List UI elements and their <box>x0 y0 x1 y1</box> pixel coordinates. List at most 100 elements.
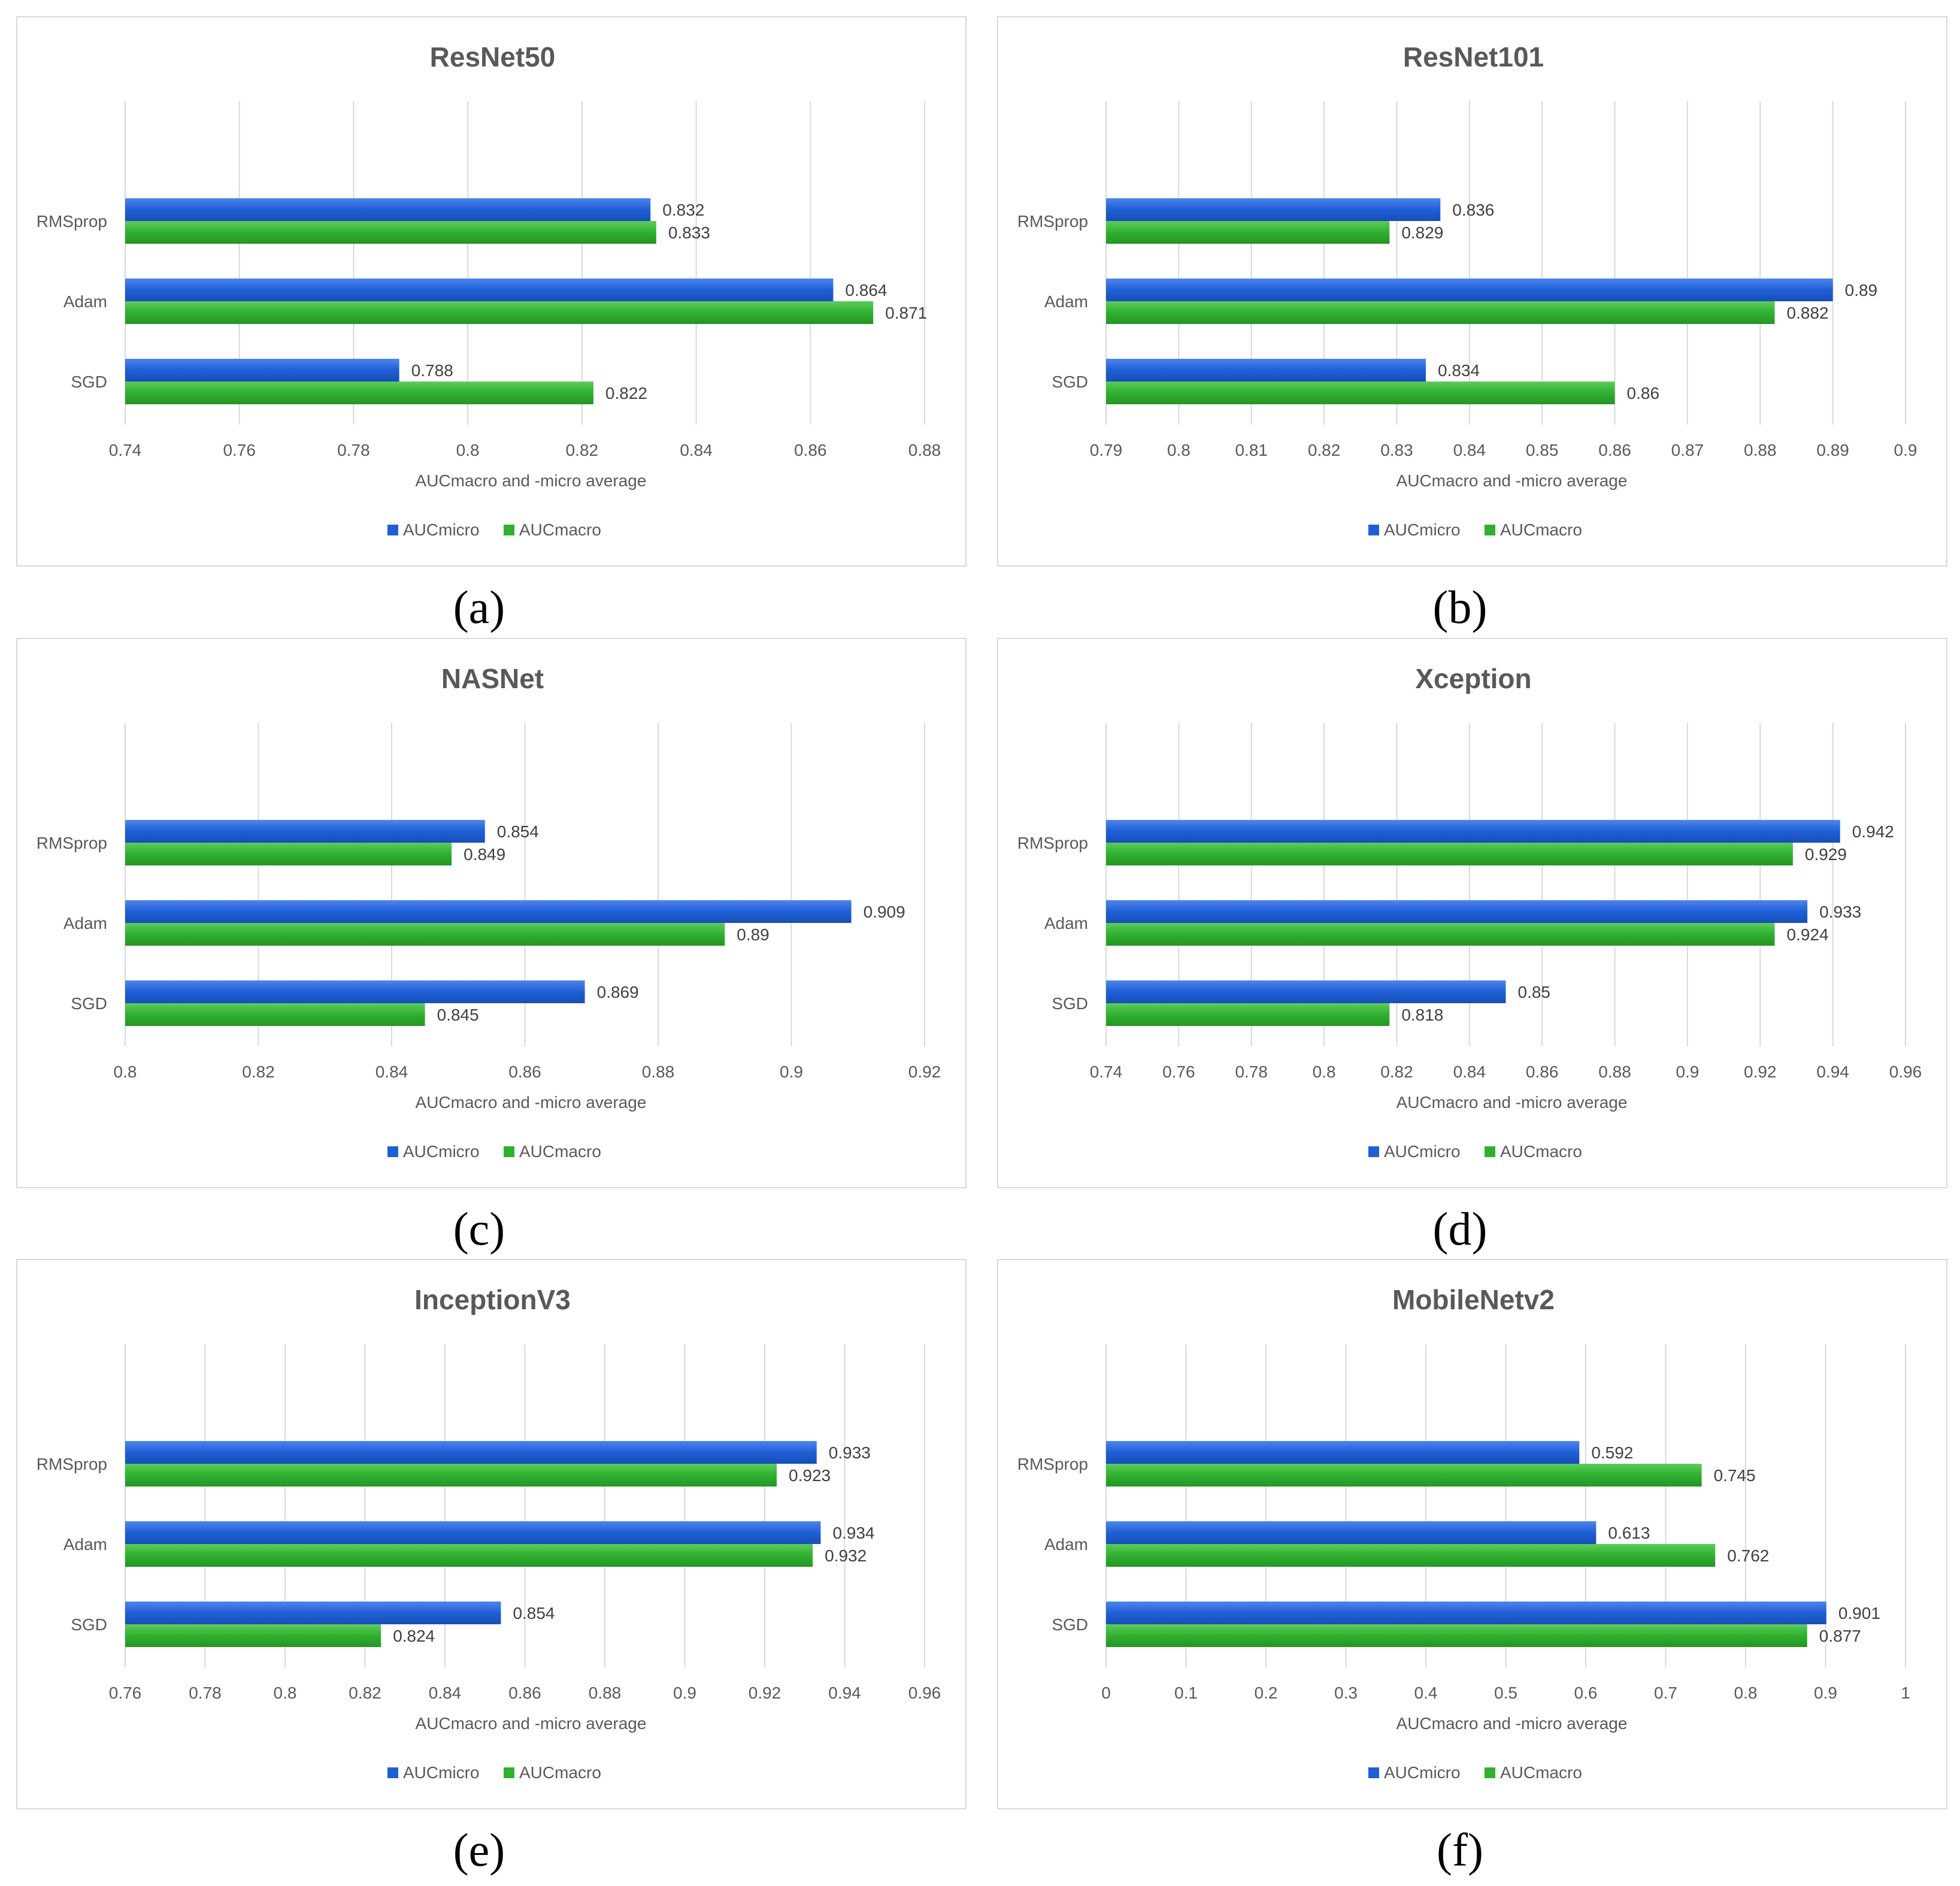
x-tick-label: 0.96 <box>1889 1062 1922 1081</box>
x-axis-label: AUCmacro and -micro average <box>1396 471 1628 490</box>
x-tick-label: 0.86 <box>1526 1062 1559 1081</box>
x-tick-label: 0.84 <box>1453 441 1486 459</box>
data-label: 0.933 <box>829 1443 871 1462</box>
data-label: 0.89 <box>737 925 770 944</box>
data-label: 0.86 <box>1627 384 1660 402</box>
legend-label-aucmacro: AUCmacro <box>1500 1763 1582 1782</box>
bar-aucmacro <box>1106 1003 1390 1026</box>
legend-swatch-aucmicro <box>1368 1767 1379 1778</box>
chart-panel-resnet50: ResNet50 0.74 0.76 0.78 0.8 0.82 0.84 0.86 0.88 A… <box>16 16 967 567</box>
y-category-label: SGD <box>71 373 107 391</box>
x-axis-label: AUCmacro and -micro average <box>1396 1093 1628 1112</box>
x-tick-label: 0.88 <box>1744 441 1777 459</box>
legend-label-aucmacro: AUCmacro <box>1500 1142 1582 1161</box>
legend-label-aucmicro: AUCmicro <box>403 1763 480 1782</box>
x-tick-label: 0.84 <box>375 1062 408 1081</box>
bar-aucmicro <box>125 1521 821 1544</box>
legend-swatch-aucmacro <box>1485 525 1495 535</box>
chart-title: Xception <box>1415 663 1531 694</box>
caption-c: (c) <box>453 1203 505 1255</box>
x-tick-label: 0.88 <box>908 441 941 459</box>
chart-svg: MobileNetv2 0 0.1 0.2 0.3 0.4 0.5 0.6 0.7 0.8 0.9 1… <box>1017 1284 1910 1782</box>
legend-label-aucmicro: AUCmicro <box>1384 520 1461 539</box>
legend-label-aucmacro: AUCmacro <box>519 1142 601 1161</box>
x-tick-label: 0.82 <box>1308 441 1341 459</box>
bar-aucmacro <box>1106 1544 1716 1567</box>
data-label: 0.762 <box>1727 1546 1769 1565</box>
x-tick-label: 0.87 <box>1671 441 1704 459</box>
bar-aucmacro <box>125 382 593 404</box>
data-label: 0.869 <box>597 983 639 1001</box>
caption-e: (e) <box>453 1824 505 1876</box>
x-tick-label: 0.1 <box>1174 1684 1198 1702</box>
bar-aucmacro <box>125 1003 425 1026</box>
bar-aucmicro <box>125 198 651 221</box>
chart-svg: Xception 0.74 0.76 0.78 0.8 0.82 0.84 0.86 0.88 0… <box>1017 663 1922 1161</box>
bar-aucmicro <box>125 1602 501 1624</box>
x-tick-label: 0.89 <box>1816 441 1849 459</box>
y-category-label: Adam <box>1044 914 1088 933</box>
x-tick-label: 0.7 <box>1654 1684 1677 1702</box>
bar-aucmacro <box>125 843 452 865</box>
legend-label-aucmacro: AUCmacro <box>519 520 601 539</box>
legend-swatch-aucmacro <box>504 525 514 535</box>
bar-aucmicro <box>1106 198 1441 221</box>
chart-panel-resnet101: ResNet101 0.79 0.8 0.81 0.82 0.83 0.84 0.85 0.86… <box>997 16 1947 567</box>
chart-title: NASNet <box>441 663 544 694</box>
data-label: 0.822 <box>605 384 647 402</box>
x-tick-label: 0.86 <box>1598 441 1631 459</box>
chart-svg: ResNet101 0.79 0.8 0.81 0.82 0.83 0.84 0.85 0.86… <box>1017 41 1917 539</box>
x-tick-label: 0.9 <box>673 1684 696 1702</box>
bar-aucmacro <box>125 1544 813 1567</box>
bar-aucmacro <box>1106 301 1775 324</box>
bar-aucmicro <box>1106 1441 1580 1464</box>
x-tick-label: 0.8 <box>456 441 480 459</box>
bar-aucmacro <box>1106 1464 1702 1487</box>
data-label: 0.85 <box>1518 983 1551 1001</box>
data-label: 0.933 <box>1819 903 1861 921</box>
x-tick-label: 0.9 <box>780 1062 803 1081</box>
bar-aucmacro <box>1106 221 1390 244</box>
x-tick-label: 0.6 <box>1574 1684 1598 1702</box>
y-category-label: Adam <box>1044 1535 1088 1554</box>
x-tick-label: 0.2 <box>1255 1684 1278 1702</box>
caption-d: (d) <box>1432 1203 1488 1255</box>
y-category-label: Adam <box>63 292 107 311</box>
x-tick-label: 0.3 <box>1334 1684 1358 1702</box>
chart-panel-inceptionv3: InceptionV3 0.76 0.78 0.8 0.82 0.84 0.86 0.88 0.… <box>16 1259 967 1809</box>
chart-svg: InceptionV3 0.76 0.78 0.8 0.82 0.84 0.86 0.88 0.… <box>37 1284 941 1782</box>
x-tick-label: 0.8 <box>1734 1684 1758 1702</box>
y-category-label: RMSprop <box>37 1455 107 1473</box>
x-tick-label: 0.82 <box>1380 1062 1413 1081</box>
y-category-label: SGD <box>1052 373 1088 391</box>
x-tick-label: 0.85 <box>1526 441 1559 459</box>
legend-label-aucmicro: AUCmicro <box>1384 1763 1461 1782</box>
bar-aucmicro <box>125 1441 817 1464</box>
x-tick-label: 0.88 <box>1598 1062 1631 1081</box>
x-tick-label: 0.83 <box>1380 441 1413 459</box>
x-tick-label: 0.78 <box>1235 1062 1268 1081</box>
legend-swatch-aucmicro <box>1368 525 1379 535</box>
data-label: 0.901 <box>1838 1604 1880 1622</box>
bar-aucmacro <box>125 1624 381 1647</box>
y-category-label: RMSprop <box>37 212 107 231</box>
x-tick-label: 0.86 <box>508 1062 541 1081</box>
data-label: 0.845 <box>437 1006 479 1024</box>
data-label: 0.877 <box>1819 1627 1861 1645</box>
caption-a: (a) <box>453 581 505 633</box>
bar-aucmacro <box>125 1464 777 1487</box>
chart-panel-nasnet: NASNet 0.8 0.82 0.84 0.86 0.88 0.9 0.92 AUCmacro… <box>16 638 967 1188</box>
x-axis-label: AUCmacro and -micro average <box>416 471 647 490</box>
y-category-label: RMSprop <box>37 834 107 852</box>
x-tick-label: 1 <box>1901 1684 1910 1702</box>
bar-aucmicro <box>125 359 399 382</box>
data-label: 0.849 <box>464 845 505 864</box>
data-label: 0.932 <box>825 1546 867 1565</box>
data-label: 0.832 <box>662 201 704 219</box>
y-category-label: SGD <box>71 1615 107 1634</box>
data-label: 0.788 <box>411 361 453 380</box>
x-tick-label: 0.9 <box>1676 1062 1699 1081</box>
data-label: 0.613 <box>1608 1524 1650 1542</box>
bar-aucmacro <box>125 923 725 946</box>
bar-aucmacro <box>1106 382 1615 404</box>
